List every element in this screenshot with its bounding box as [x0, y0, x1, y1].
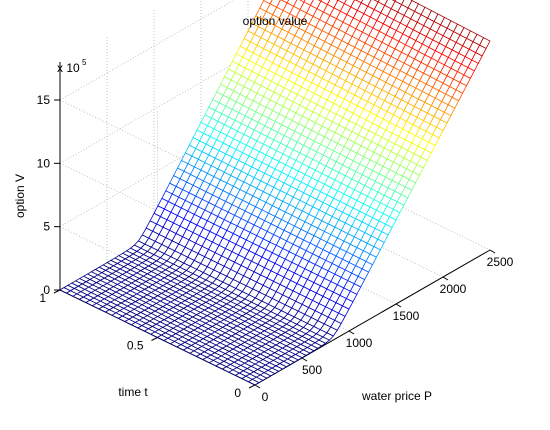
- x-tick: [442, 276, 449, 281]
- x-tick-label: 0: [262, 390, 269, 404]
- x-tick: [395, 303, 402, 308]
- y-tick: [248, 384, 256, 389]
- z-tick-label: 15: [37, 93, 51, 107]
- x-tick-label: 2500: [487, 255, 514, 269]
- chart-title: option value: [243, 14, 308, 28]
- surface-cell: [247, 378, 260, 386]
- x-tick: [301, 357, 308, 362]
- y-tick: [53, 289, 61, 294]
- y-tick-label: 1: [39, 291, 46, 305]
- x-tick-label: 500: [302, 363, 322, 377]
- y-tick: [151, 337, 158, 341]
- grid-line: [59, 0, 235, 101]
- surface-mesh: [59, 0, 491, 386]
- z-axis-label: option V: [13, 174, 27, 218]
- y-tick-label: 0.5: [127, 339, 144, 353]
- y-axis-label: time t: [118, 385, 148, 399]
- z-multiplier-label: x 10: [57, 61, 80, 75]
- x-tick-label: 2000: [440, 282, 467, 296]
- x-tick: [489, 249, 496, 254]
- x-tick-label: 1500: [393, 309, 420, 323]
- x-tick-label: 1000: [346, 336, 373, 350]
- z-tick-label: 5: [43, 220, 50, 234]
- y-tick-label: 0: [234, 386, 241, 400]
- x-tick: [348, 330, 355, 335]
- x-axis-label: water price P: [361, 389, 432, 403]
- z-multiplier-exponent: 5: [82, 58, 87, 67]
- x-tick: [254, 384, 261, 389]
- z-tick-label: 0: [43, 283, 50, 297]
- label-layer: option value x 10 5 option V time t wate…: [13, 14, 514, 404]
- z-tick-label: 10: [37, 156, 51, 170]
